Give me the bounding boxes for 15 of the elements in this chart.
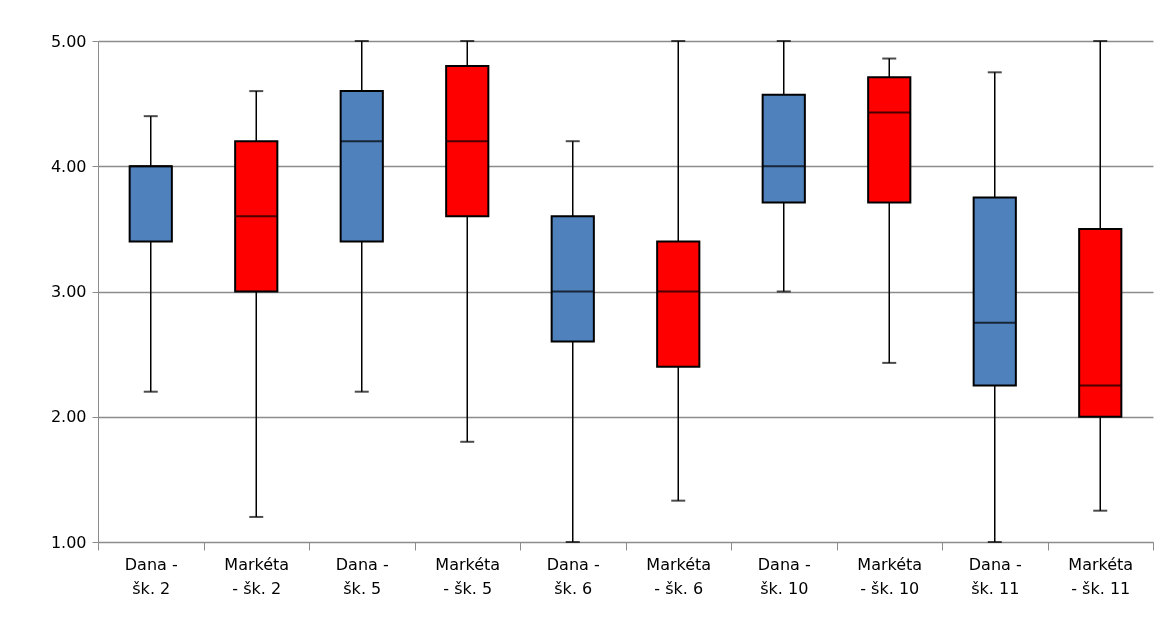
y-tick-label: 2.00 [50, 407, 87, 427]
x-tick-label: Markéta - šk. 11 [1068, 554, 1134, 598]
y-tick-label: 1.00 [50, 532, 87, 552]
y-tick-label: 5.00 [50, 31, 87, 51]
x-tick-label: Dana - šk. 10 [757, 554, 811, 598]
x-tick-label: Dana - šk. 11 [968, 554, 1022, 598]
x-tick-label: Markéta - šk. 2 [224, 554, 290, 598]
x-tick-label: Dana - šk. 2 [124, 554, 178, 598]
y-tick-label: 3.00 [50, 282, 87, 301]
x-tick-label: Markéta - šk. 5 [435, 554, 501, 598]
x-tick-label: Markéta - šk. 6 [646, 554, 712, 598]
x-tick-label: Dana - šk. 6 [546, 554, 600, 598]
x-tick-label: Markéta - šk. 10 [857, 554, 923, 598]
y-tick-label: 4.00 [50, 156, 87, 176]
x-tick-label: Dana - šk. 5 [335, 554, 389, 598]
